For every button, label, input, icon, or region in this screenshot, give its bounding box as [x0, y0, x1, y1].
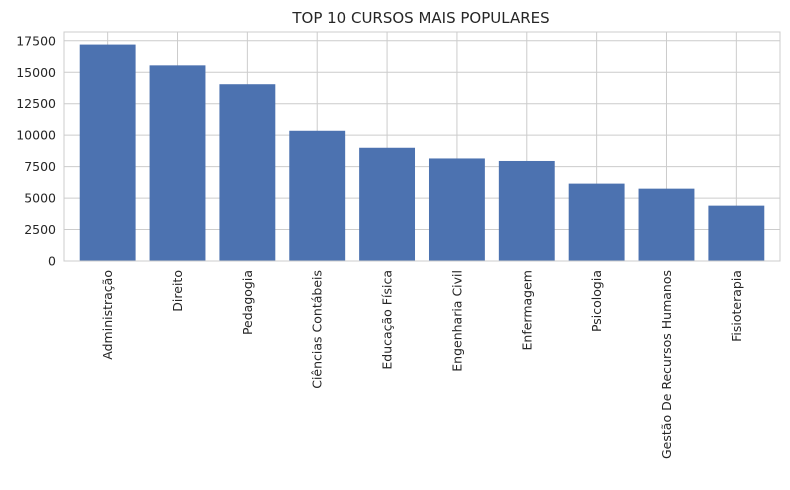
x-tick-label: Pedagogia — [240, 270, 255, 335]
bar — [359, 147, 416, 261]
bar — [219, 84, 276, 261]
y-tick-label: 15000 — [16, 65, 56, 80]
x-tick-label: Psicologia — [589, 270, 604, 332]
x-axis-ticks: Administração Direito Pedagogia Ciências Co… — [100, 270, 744, 459]
x-tick-label: Administração — [100, 270, 115, 360]
y-tick-label: 10000 — [16, 128, 56, 143]
x-tick-label: Direito — [170, 270, 185, 312]
y-tick-label: 0 — [48, 254, 56, 269]
bar — [708, 205, 765, 261]
y-tick-label: 12500 — [16, 96, 56, 111]
x-tick-label: Engenharia Civil — [449, 270, 464, 372]
bars — [79, 44, 765, 262]
x-tick-label: Ciências Contábeis — [310, 270, 325, 389]
y-tick-label: 5000 — [24, 191, 56, 206]
bar — [289, 130, 346, 261]
bar — [79, 44, 136, 262]
plot-border — [63, 31, 781, 262]
bar — [568, 183, 625, 261]
y-tick-label: 17500 — [16, 33, 56, 48]
x-tick-label: Gestão De Recursos Humanos — [659, 270, 674, 459]
y-tick-label: 7500 — [24, 159, 56, 174]
chart-title: TOP 10 CURSOS MAIS POPULARES — [291, 9, 549, 27]
bar — [638, 188, 695, 261]
bar — [498, 160, 555, 261]
plot-frame — [63, 31, 781, 262]
bar — [149, 65, 206, 261]
y-tick-label: 2500 — [24, 222, 56, 237]
x-tick-label: Fisioterapia — [729, 270, 744, 342]
y-axis-ticks: 0 2500 5000 7500 10000 12500 15000 17500 — [16, 33, 56, 268]
x-tick-label: Enfermagem — [519, 270, 534, 350]
bar — [428, 158, 485, 261]
x-tick-label: Educação Física — [380, 270, 395, 370]
